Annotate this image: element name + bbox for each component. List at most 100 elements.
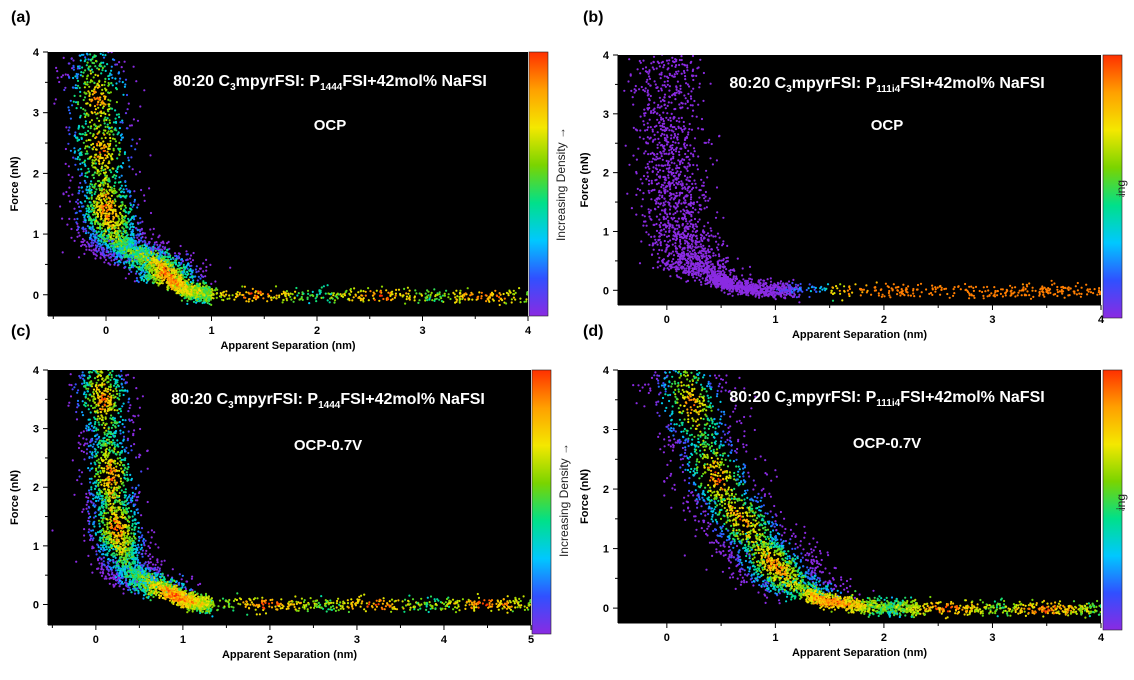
data-point bbox=[498, 296, 500, 298]
data-point bbox=[436, 298, 438, 300]
data-point bbox=[116, 101, 118, 103]
data-point bbox=[247, 292, 249, 294]
data-point bbox=[146, 265, 148, 267]
data-point bbox=[86, 241, 88, 243]
data-point bbox=[673, 175, 675, 177]
data-point bbox=[225, 294, 227, 296]
data-point bbox=[634, 91, 636, 93]
data-point bbox=[705, 170, 707, 172]
data-point bbox=[136, 270, 138, 272]
panel-label: (b) bbox=[583, 9, 603, 26]
data-point bbox=[96, 149, 98, 151]
data-point bbox=[433, 300, 435, 302]
data-point bbox=[128, 221, 130, 223]
data-point bbox=[152, 257, 154, 259]
data-point bbox=[102, 238, 104, 240]
data-point bbox=[86, 186, 88, 188]
data-point bbox=[684, 199, 686, 201]
data-point bbox=[523, 301, 525, 303]
data-point bbox=[688, 159, 690, 161]
data-point bbox=[190, 273, 192, 275]
data-point bbox=[686, 137, 688, 139]
data-point bbox=[153, 261, 155, 263]
data-point bbox=[87, 126, 89, 128]
data-point bbox=[316, 294, 318, 296]
data-point bbox=[86, 81, 88, 83]
data-point bbox=[177, 271, 179, 273]
data-point bbox=[129, 224, 131, 226]
data-point bbox=[344, 294, 346, 296]
data-point bbox=[672, 179, 674, 181]
data-point bbox=[91, 161, 93, 163]
data-point bbox=[91, 194, 93, 196]
data-point bbox=[104, 215, 106, 217]
data-point bbox=[186, 274, 188, 276]
data-point bbox=[102, 157, 104, 159]
data-point bbox=[125, 215, 127, 217]
data-point bbox=[97, 223, 99, 225]
data-point bbox=[68, 126, 70, 128]
data-point bbox=[111, 51, 113, 53]
data-point bbox=[85, 153, 87, 155]
data-point bbox=[119, 127, 121, 129]
data-point bbox=[119, 78, 121, 80]
data-point bbox=[654, 134, 656, 136]
data-point bbox=[142, 241, 144, 243]
data-point bbox=[931, 285, 933, 287]
data-point bbox=[139, 269, 141, 271]
data-point bbox=[132, 226, 134, 228]
data-point bbox=[77, 103, 79, 105]
data-point bbox=[126, 188, 128, 190]
data-point bbox=[122, 216, 124, 218]
data-point bbox=[402, 295, 404, 297]
data-point bbox=[1085, 284, 1087, 286]
data-point bbox=[98, 206, 100, 208]
data-point bbox=[180, 245, 182, 247]
data-point bbox=[130, 156, 132, 158]
data-point bbox=[115, 232, 117, 234]
data-point bbox=[139, 254, 141, 256]
data-point bbox=[89, 226, 91, 228]
data-point bbox=[112, 253, 114, 255]
data-point bbox=[257, 290, 259, 292]
data-point bbox=[97, 156, 99, 158]
data-point bbox=[115, 214, 117, 216]
data-point bbox=[677, 255, 679, 257]
data-point bbox=[220, 293, 222, 295]
data-point bbox=[66, 224, 68, 226]
data-point bbox=[685, 218, 687, 220]
data-point bbox=[675, 128, 677, 130]
data-point bbox=[79, 235, 81, 237]
data-point bbox=[79, 67, 81, 69]
data-point bbox=[406, 298, 408, 300]
data-point bbox=[109, 140, 111, 142]
data-point bbox=[97, 126, 99, 128]
data-point bbox=[84, 60, 86, 62]
data-point bbox=[80, 210, 82, 212]
data-point bbox=[188, 279, 190, 281]
data-point bbox=[103, 184, 105, 186]
data-point bbox=[88, 146, 90, 148]
data-point bbox=[200, 294, 202, 296]
data-point bbox=[73, 147, 75, 149]
data-point bbox=[145, 237, 147, 239]
data-point bbox=[270, 290, 272, 292]
data-point bbox=[726, 245, 728, 247]
data-point bbox=[418, 299, 420, 301]
data-point bbox=[76, 158, 78, 160]
data-point bbox=[155, 275, 157, 277]
data-point bbox=[135, 173, 137, 175]
data-point bbox=[431, 292, 433, 294]
data-point bbox=[379, 295, 381, 297]
data-point bbox=[114, 243, 116, 245]
data-point bbox=[90, 156, 92, 158]
data-point bbox=[120, 240, 122, 242]
data-point bbox=[132, 206, 134, 208]
data-point bbox=[640, 240, 642, 242]
data-point bbox=[455, 290, 457, 292]
data-point bbox=[87, 130, 89, 132]
data-point bbox=[97, 240, 99, 242]
data-point bbox=[109, 189, 111, 191]
data-point bbox=[61, 218, 63, 220]
